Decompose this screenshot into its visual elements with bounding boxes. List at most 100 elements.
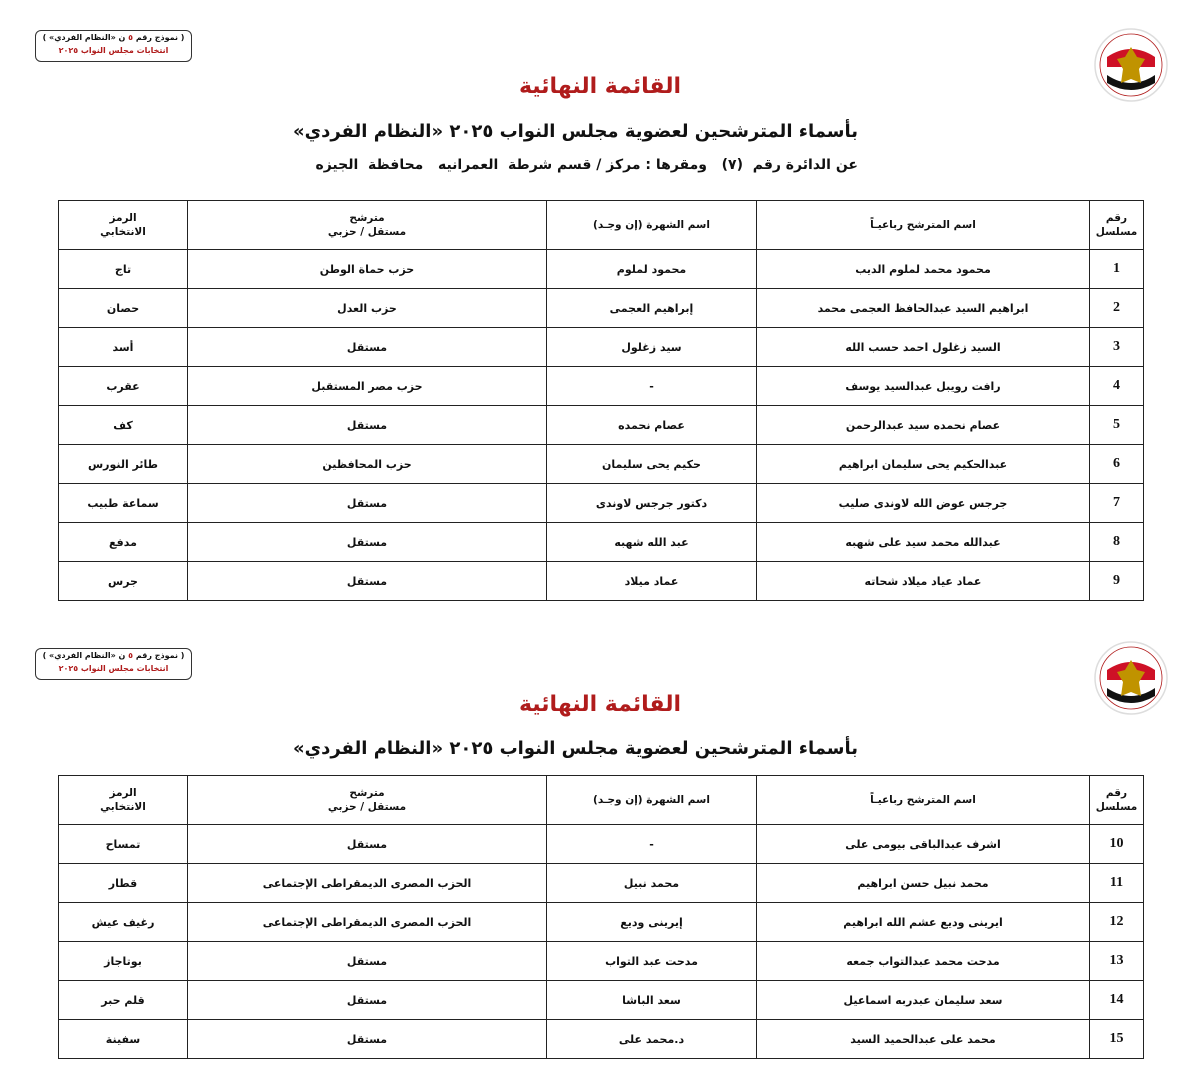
header-text: مستقل / حزبي — [327, 801, 407, 813]
page-title: القائمة النهائية — [518, 692, 682, 717]
col-type: مترشح مستقل / حزبي — [187, 775, 547, 825]
symbol-cell: أسد — [58, 327, 188, 367]
candidate-type-cell: مستقل — [187, 483, 547, 523]
election-authority-logo — [1094, 28, 1168, 102]
col-symbol: الرمز الانتخابي — [58, 200, 188, 250]
known-as-cell: دكتور جرجس لاوندى — [546, 483, 757, 523]
known-as-cell: عبد الله شهبه — [546, 522, 757, 562]
full-name-cell: اشرف عبدالباقى بيومى على — [756, 824, 1090, 864]
header-text: مسلسل — [1095, 801, 1138, 813]
candidates-table: رقم مسلسل اسم المترشح رباعيـاً اسم الشهرة… — [58, 200, 1144, 601]
election-authority-logo — [1094, 641, 1168, 715]
table-row: 13 مدحت محمد عبدالتواب جمعه مدحت عبد التوا… — [58, 941, 1144, 981]
candidate-type-cell: حزب العدل — [187, 288, 547, 328]
serial-cell: 13 — [1089, 941, 1144, 981]
candidate-type-cell: مستقل — [187, 980, 547, 1020]
serial-cell: 14 — [1089, 980, 1144, 1020]
district-info: عن الدائرة رقم (٧) ومقرها : مركز / قسم ش… — [315, 157, 858, 173]
col-known-as: اسم الشهرة (إن وجـد) — [546, 775, 757, 825]
serial-cell: 8 — [1089, 522, 1144, 562]
election-name: انتخابات مجلس النواب ٢٠٢٥ — [58, 664, 169, 673]
known-as-cell: إيرينى وديع — [546, 902, 757, 942]
known-as-cell: - — [546, 824, 757, 864]
table-row: 5 عصام نحمده سيد عبدالرحمن عصام نحمده مستقل… — [58, 405, 1144, 445]
col-symbol: الرمز الانتخابي — [58, 775, 188, 825]
header-text: مترشح — [349, 212, 385, 224]
known-as-cell: عصام نحمده — [546, 405, 757, 445]
symbol-cell: سماعة طبيب — [58, 483, 188, 523]
candidate-type-cell: حزب مصر المستقبل — [187, 366, 547, 406]
form-number: ٥ — [128, 651, 134, 660]
symbol-cell: تاج — [58, 249, 188, 289]
form-label: ( نموذج رقم — [133, 651, 185, 660]
candidate-type-cell: الحزب المصرى الديمقراطى الإجتماعى — [187, 902, 547, 942]
table-row: 8 عبدالله محمد سيد على شهبه عبد الله شهبه م… — [58, 522, 1144, 562]
serial-cell: 9 — [1089, 561, 1144, 601]
symbol-cell: حصان — [58, 288, 188, 328]
serial-cell: 3 — [1089, 327, 1144, 367]
full-name-cell: جرجس عوض الله لاوندى صليب — [756, 483, 1090, 523]
table-row: 7 جرجس عوض الله لاوندى صليب دكتور جرجس لاو… — [58, 483, 1144, 523]
known-as-cell: - — [546, 366, 757, 406]
table-row: 9 عماد عياد ميلاد شحاته عماد ميلاد مستقل جرس — [58, 561, 1144, 601]
form-number-box: ( نموذج رقم ٥ ن «النظام الفردي» ) انتخاب… — [35, 648, 192, 680]
page-subtitle: بأسماء المترشحين لعضوية مجلس النواب ٢٠٢٥… — [292, 738, 858, 759]
candidate-type-cell: مستقل — [187, 327, 547, 367]
table-header-row: رقم مسلسل اسم المترشح رباعيـاً اسم الشهرة… — [58, 775, 1144, 825]
known-as-cell: مدحت عبد التواب — [546, 941, 757, 981]
serial-cell: 7 — [1089, 483, 1144, 523]
symbol-cell: قطار — [58, 863, 188, 903]
header-text: الانتخابي — [100, 226, 146, 238]
symbol-cell: مدفع — [58, 522, 188, 562]
known-as-cell: د.محمد على — [546, 1019, 757, 1059]
full-name-cell: رافت رويبل عبدالسيد يوسف — [756, 366, 1090, 406]
table-row: 1 محمود محمد لملوم الديب محمود لملوم حزب حم… — [58, 249, 1144, 289]
table-row: 15 محمد على عبدالحميد السيد د.محمد على مستق… — [58, 1019, 1144, 1059]
symbol-cell: تمساح — [58, 824, 188, 864]
candidate-type-cell: مستقل — [187, 1019, 547, 1059]
table-row: 6 عبدالحكيم يحى سليمان ابراهيم حكيم يحى سل… — [58, 444, 1144, 484]
full-name-cell: محمد نبيل حسن ابراهيم — [756, 863, 1090, 903]
symbol-cell: طائر النورس — [58, 444, 188, 484]
serial-cell: 6 — [1089, 444, 1144, 484]
known-as-cell: سعد الباشا — [546, 980, 757, 1020]
serial-cell: 15 — [1089, 1019, 1144, 1059]
symbol-cell: بوتاجاز — [58, 941, 188, 981]
full-name-cell: السيد زغلول احمد حسب الله — [756, 327, 1090, 367]
candidate-type-cell: حزب حماة الوطن — [187, 249, 547, 289]
candidate-type-cell: مستقل — [187, 522, 547, 562]
col-serial: رقم مسلسل — [1089, 200, 1144, 250]
full-name-cell: عماد عياد ميلاد شحاته — [756, 561, 1090, 601]
table-row: 10 اشرف عبدالباقى بيومى على - مستقل تمساح — [58, 824, 1144, 864]
candidate-type-cell: مستقل — [187, 561, 547, 601]
full-name-cell: عبدالحكيم يحى سليمان ابراهيم — [756, 444, 1090, 484]
form-system: ن «النظام الفردي» ) — [42, 33, 129, 42]
serial-cell: 10 — [1089, 824, 1144, 864]
serial-cell: 11 — [1089, 863, 1144, 903]
header-text: رقم — [1105, 787, 1128, 799]
serial-cell: 1 — [1089, 249, 1144, 289]
known-as-cell: إبراهيم العجمى — [546, 288, 757, 328]
full-name-cell: عبدالله محمد سيد على شهبه — [756, 522, 1090, 562]
form-system: ن «النظام الفردي» ) — [42, 651, 129, 660]
table-row: 4 رافت رويبل عبدالسيد يوسف - حزب مصر المستق… — [58, 366, 1144, 406]
col-known-as: اسم الشهرة (إن وجـد) — [546, 200, 757, 250]
page-subtitle: بأسماء المترشحين لعضوية مجلس النواب ٢٠٢٥… — [292, 121, 858, 142]
header-text: رقم — [1105, 212, 1128, 224]
table-header-row: رقم مسلسل اسم المترشح رباعيـاً اسم الشهرة… — [58, 200, 1144, 250]
candidate-type-cell: مستقل — [187, 824, 547, 864]
known-as-cell: عماد ميلاد — [546, 561, 757, 601]
candidate-type-cell: الحزب المصرى الديمقراطى الإجتماعى — [187, 863, 547, 903]
table-row: 11 محمد نبيل حسن ابراهيم محمد نبيل الحزب ال… — [58, 863, 1144, 903]
symbol-cell: جرس — [58, 561, 188, 601]
full-name-cell: عصام نحمده سيد عبدالرحمن — [756, 405, 1090, 445]
known-as-cell: محمد نبيل — [546, 863, 757, 903]
table-row: 2 ابراهيم السيد عبدالحافظ العجمى محمد إبرا… — [58, 288, 1144, 328]
header-text: مستقل / حزبي — [327, 226, 407, 238]
symbol-cell: رغيف عيش — [58, 902, 188, 942]
election-name: انتخابات مجلس النواب ٢٠٢٥ — [58, 46, 169, 55]
serial-cell: 12 — [1089, 902, 1144, 942]
full-name-cell: سعد سليمان عبدربه اسماعيل — [756, 980, 1090, 1020]
header-text: الرمز — [109, 787, 137, 799]
known-as-cell: سيد زغلول — [546, 327, 757, 367]
